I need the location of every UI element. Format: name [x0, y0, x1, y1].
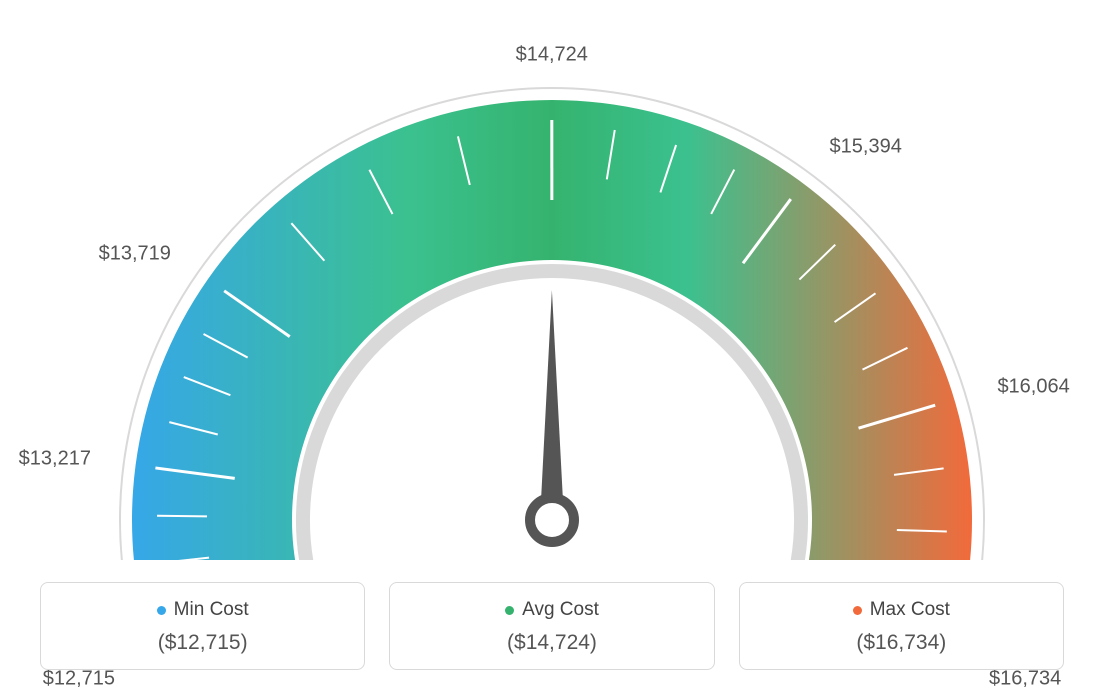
min-cost-title-row: Min Cost: [157, 599, 249, 621]
gauge-tick-label: $14,724: [516, 44, 588, 67]
gauge-tick-label: $16,734: [989, 668, 1061, 691]
min-cost-value: ($12,715): [51, 631, 354, 655]
gauge-tick-label: $15,394: [830, 135, 902, 158]
gauge-chart: $12,715$13,217$13,719$14,724$15,394$16,0…: [0, 0, 1104, 560]
min-cost-card: Min Cost ($12,715): [40, 582, 365, 670]
max-cost-title: Max Cost: [870, 599, 950, 621]
gauge-tick-label: $13,719: [99, 242, 171, 265]
avg-cost-title-row: Avg Cost: [505, 599, 599, 621]
min-dot-icon: [157, 606, 166, 615]
gauge-tick-label: $16,064: [997, 375, 1069, 398]
cost-gauge-widget: $12,715 $13,217 $13,719 $14,724 $15,394 $16,0…: [0, 0, 1104, 690]
max-cost-value: ($16,734): [750, 631, 1053, 655]
avg-cost-title: Avg Cost: [522, 599, 599, 621]
avg-dot-icon: [505, 606, 514, 615]
max-cost-title-row: Max Cost: [853, 599, 950, 621]
gauge-tick-label: $12,715: [43, 668, 115, 691]
summary-cards: Min Cost ($12,715) Avg Cost ($14,724) Ma…: [40, 582, 1064, 670]
gauge-tick-label: $13,217: [19, 448, 91, 471]
max-dot-icon: [853, 606, 862, 615]
avg-cost-value: ($14,724): [400, 631, 703, 655]
min-cost-title: Min Cost: [174, 599, 249, 621]
max-cost-card: Max Cost ($16,734): [739, 582, 1064, 670]
gauge-svg: [0, 0, 1104, 560]
avg-cost-card: Avg Cost ($14,724): [389, 582, 714, 670]
